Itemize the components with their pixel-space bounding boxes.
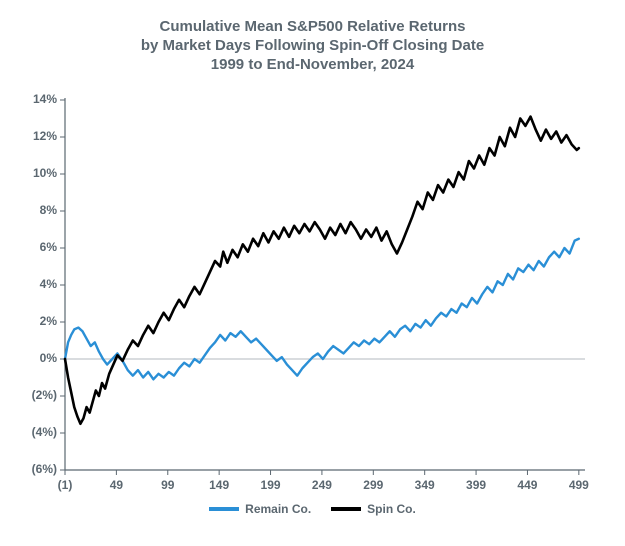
y-tick-label: 0% [40, 351, 57, 365]
x-tick-label: 49 [102, 478, 130, 492]
y-tick-label: 14% [33, 92, 57, 106]
x-tick-label: 449 [513, 478, 541, 492]
x-tick-label: 99 [154, 478, 182, 492]
chart-legend: Remain Co. Spin Co. [0, 500, 625, 516]
legend-label: Remain Co. [245, 502, 311, 516]
legend-swatch [209, 507, 239, 511]
legend-item: Spin Co. [331, 502, 416, 516]
legend-label: Spin Co. [367, 502, 416, 516]
y-tick-label: (2%) [32, 388, 57, 402]
x-tick-label: 249 [308, 478, 336, 492]
y-tick-label: 12% [33, 129, 57, 143]
y-tick-label: 6% [40, 240, 57, 254]
y-tick-label: 8% [40, 203, 57, 217]
legend-item: Remain Co. [209, 502, 311, 516]
y-tick-label: (4%) [32, 425, 57, 439]
x-tick-label: (1) [51, 478, 79, 492]
chart-container: Cumulative Mean S&P500 Relative Returns … [0, 0, 625, 546]
x-tick-label: 499 [565, 478, 593, 492]
y-tick-label: 10% [33, 166, 57, 180]
y-tick-label: 2% [40, 314, 57, 328]
y-tick-label: 4% [40, 277, 57, 291]
x-tick-label: 349 [411, 478, 439, 492]
x-tick-label: 299 [359, 478, 387, 492]
x-tick-label: 149 [205, 478, 233, 492]
chart-plot [0, 0, 625, 546]
y-tick-label: (6%) [32, 462, 57, 476]
series-remain-co- [65, 239, 579, 380]
legend-swatch [331, 507, 361, 511]
x-tick-label: 399 [462, 478, 490, 492]
x-tick-label: 199 [257, 478, 285, 492]
